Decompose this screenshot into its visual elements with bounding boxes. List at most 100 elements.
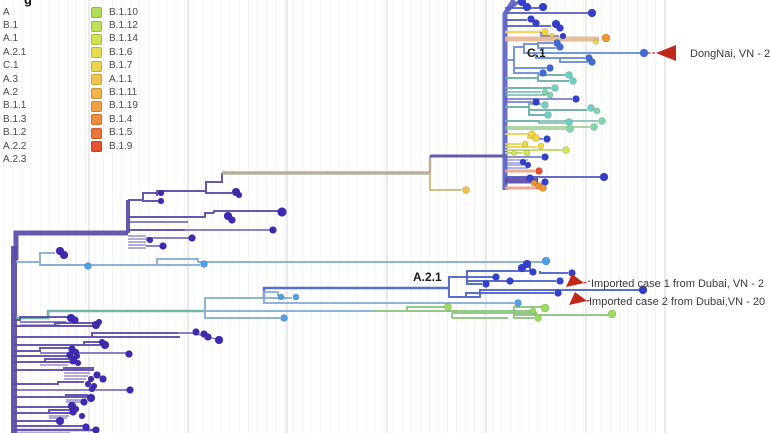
tree-tip[interactable] xyxy=(562,146,570,154)
tree-tip[interactable] xyxy=(529,307,537,315)
tree-branch[interactable] xyxy=(204,311,280,319)
tree-branch[interactable] xyxy=(91,332,178,337)
tree-tip[interactable] xyxy=(541,101,549,109)
tree-tip[interactable] xyxy=(565,118,573,126)
tree-tip[interactable] xyxy=(66,351,74,359)
tree-tip[interactable] xyxy=(543,135,551,143)
legend-item-A[interactable]: A xyxy=(3,6,26,19)
tree-tip[interactable] xyxy=(541,153,549,161)
tree-branch[interactable] xyxy=(429,173,461,191)
tree-tip[interactable] xyxy=(526,174,534,182)
tree-tip[interactable] xyxy=(200,260,208,268)
tree-tip[interactable] xyxy=(524,161,532,169)
tree-tip[interactable] xyxy=(521,140,529,148)
tree-branch[interactable] xyxy=(539,271,568,274)
tree-tip[interactable] xyxy=(482,280,490,288)
tree-tip[interactable] xyxy=(506,277,514,285)
tree-tip[interactable] xyxy=(541,88,549,96)
tree-tip[interactable] xyxy=(82,423,90,431)
tree-branch[interactable] xyxy=(213,210,279,213)
tree-tip[interactable] xyxy=(125,350,133,358)
tree-tip[interactable] xyxy=(74,359,82,367)
tree-branch[interactable] xyxy=(537,78,569,82)
tree-tip[interactable] xyxy=(514,299,522,307)
tree-branch[interactable] xyxy=(14,381,84,385)
tree-tip[interactable] xyxy=(492,273,500,281)
tree-tip[interactable] xyxy=(126,386,134,394)
tree-tip[interactable] xyxy=(532,98,540,106)
tree-tip[interactable] xyxy=(214,335,224,345)
tree-branch[interactable] xyxy=(128,212,214,218)
legend-item-A.2.1[interactable]: A.2.1 xyxy=(3,46,26,59)
legend-item-B.1.14[interactable]: B.1.14 xyxy=(91,33,138,46)
tree-tip[interactable] xyxy=(527,15,535,23)
tree-branch[interactable] xyxy=(156,173,223,196)
tree-tip[interactable] xyxy=(146,236,154,244)
tree-tip[interactable] xyxy=(228,216,236,224)
tree-tip[interactable] xyxy=(572,95,580,103)
legend-item-B.1.11[interactable]: B.1.11 xyxy=(91,86,138,99)
tree-branch[interactable] xyxy=(142,200,158,202)
tree-tip[interactable] xyxy=(556,24,564,32)
tree-tip[interactable] xyxy=(80,398,88,406)
tree-tip[interactable] xyxy=(546,91,554,99)
tree-tip[interactable] xyxy=(519,158,527,166)
tree-tip[interactable] xyxy=(157,189,165,197)
tree-branch[interactable] xyxy=(523,43,538,47)
tree-branch[interactable] xyxy=(513,46,524,60)
tree-tip[interactable] xyxy=(92,426,100,433)
tree-tip[interactable] xyxy=(544,111,552,119)
tree-branch[interactable] xyxy=(142,192,158,200)
tree-branch[interactable] xyxy=(505,74,565,79)
legend-item-B.1.2[interactable]: B.1.2 xyxy=(3,127,26,140)
tree-tip[interactable] xyxy=(639,48,649,58)
tree-tip[interactable] xyxy=(593,107,601,115)
tree-branch[interactable] xyxy=(374,306,445,312)
legend-item-B.1.12[interactable]: B.1.12 xyxy=(91,19,138,32)
tree-tip[interactable] xyxy=(530,179,538,187)
tree-tip[interactable] xyxy=(535,167,543,175)
tree-tip[interactable] xyxy=(71,316,79,324)
tree-tip[interactable] xyxy=(529,268,537,276)
tree-tip[interactable] xyxy=(541,256,551,266)
legend-item-A.1.1[interactable]: A.1.1 xyxy=(91,73,138,86)
legend-item-B.1.6[interactable]: B.1.6 xyxy=(91,46,138,59)
tree-tip[interactable] xyxy=(565,71,573,79)
tree-tip[interactable] xyxy=(84,262,92,270)
tree-tip[interactable] xyxy=(569,77,577,85)
tree-branch[interactable] xyxy=(263,291,279,298)
tree-branch[interactable] xyxy=(537,44,556,49)
tree-tip[interactable] xyxy=(549,32,555,38)
tree-tip[interactable] xyxy=(188,234,196,242)
tree-tip[interactable] xyxy=(541,28,549,36)
tree-branch[interactable] xyxy=(466,270,530,277)
tree-tip[interactable] xyxy=(159,242,167,250)
tree-tip[interactable] xyxy=(157,197,165,205)
tree-branch[interactable] xyxy=(513,315,534,319)
tree-tip[interactable] xyxy=(587,104,595,112)
tree-tip[interactable] xyxy=(292,293,300,301)
tree-tip[interactable] xyxy=(554,289,562,297)
tree-tip[interactable] xyxy=(601,33,611,43)
tree-branch[interactable] xyxy=(528,110,545,116)
tree-tip[interactable] xyxy=(277,293,285,301)
tree-tip[interactable] xyxy=(537,142,545,150)
tree-branch[interactable] xyxy=(466,281,482,285)
tree-branch[interactable] xyxy=(537,42,553,44)
legend-item-B.1.10[interactable]: B.1.10 xyxy=(91,6,138,19)
tree-tip[interactable] xyxy=(539,69,547,77)
tree-tip[interactable] xyxy=(204,333,212,341)
tree-branch[interactable] xyxy=(16,252,55,263)
tree-tip[interactable] xyxy=(93,371,101,379)
tree-tip[interactable] xyxy=(556,277,564,285)
tree-tip[interactable] xyxy=(269,226,277,234)
tree-branch[interactable] xyxy=(263,298,514,304)
tree-tip[interactable] xyxy=(88,385,96,393)
tree-tip[interactable] xyxy=(84,380,92,388)
tree-tip[interactable] xyxy=(78,412,86,420)
tree-tip[interactable] xyxy=(55,416,65,426)
tree-tip[interactable] xyxy=(532,134,540,142)
tree-tip[interactable] xyxy=(539,184,547,192)
tree-tip[interactable] xyxy=(556,43,564,51)
